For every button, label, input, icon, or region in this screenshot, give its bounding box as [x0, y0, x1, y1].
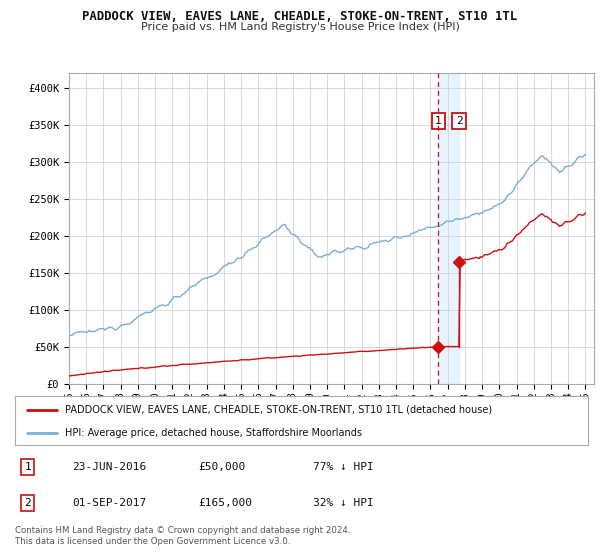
Text: PADDOCK VIEW, EAVES LANE, CHEADLE, STOKE-ON-TRENT, ST10 1TL: PADDOCK VIEW, EAVES LANE, CHEADLE, STOKE… [82, 10, 518, 23]
Text: 1: 1 [435, 116, 442, 126]
Text: £165,000: £165,000 [199, 498, 253, 508]
Text: 23-JUN-2016: 23-JUN-2016 [73, 462, 146, 472]
Bar [439, 73, 459, 384]
Text: Contains HM Land Registry data © Crown copyright and database right 2024.
This d: Contains HM Land Registry data © Crown c… [15, 526, 350, 546]
Text: 2: 2 [456, 116, 463, 126]
Text: 32% ↓ HPI: 32% ↓ HPI [313, 498, 374, 508]
Text: 01-SEP-2017: 01-SEP-2017 [73, 498, 146, 508]
Text: PADDOCK VIEW, EAVES LANE, CHEADLE, STOKE-ON-TRENT, ST10 1TL (detached house): PADDOCK VIEW, EAVES LANE, CHEADLE, STOKE… [65, 405, 493, 415]
Text: 1: 1 [24, 462, 31, 472]
Text: 2: 2 [24, 498, 31, 508]
Text: HPI: Average price, detached house, Staffordshire Moorlands: HPI: Average price, detached house, Staf… [65, 428, 362, 438]
Text: 77% ↓ HPI: 77% ↓ HPI [313, 462, 374, 472]
Text: £50,000: £50,000 [199, 462, 245, 472]
Text: Price paid vs. HM Land Registry's House Price Index (HPI): Price paid vs. HM Land Registry's House … [140, 22, 460, 32]
